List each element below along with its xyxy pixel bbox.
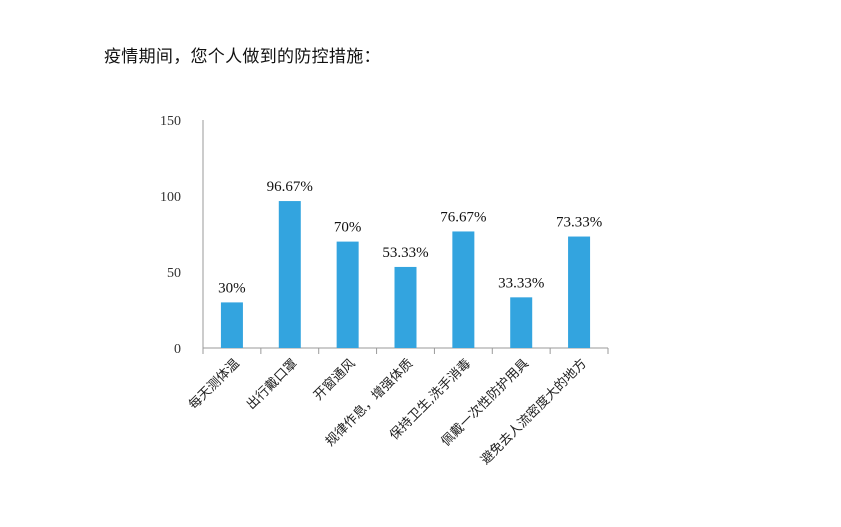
bar xyxy=(568,236,591,348)
x-axis xyxy=(202,347,609,354)
data-label: 30% xyxy=(218,280,246,296)
y-tick-label: 100 xyxy=(160,190,181,205)
y-tick-label: 150 xyxy=(160,114,181,129)
y-tick-label: 50 xyxy=(167,266,181,281)
data-label: 70% xyxy=(334,220,362,236)
data-label: 76.67% xyxy=(440,209,486,225)
bar xyxy=(452,231,475,348)
page-title: 疫情期间，您个人做到的防控措施： xyxy=(104,47,381,67)
y-axis: 0 50 100 150 xyxy=(160,114,204,357)
bar xyxy=(220,302,243,348)
category-label: 避免去人流密度大的地方 xyxy=(477,356,589,468)
bar xyxy=(278,201,301,348)
category-label: 出行戴口罩 xyxy=(244,356,301,413)
category-label: 开窗通风 xyxy=(310,356,358,404)
bar xyxy=(394,266,417,348)
bar xyxy=(510,297,533,348)
bars xyxy=(220,201,591,348)
category-labels: 每天测体温 出行戴口罩 开窗通风规律作息，增强体质保持卫生,洗手消毒佩戴一次性防护用… xyxy=(185,356,589,468)
y-tick-label: 0 xyxy=(174,342,181,357)
category-label: 每天测体温 xyxy=(185,356,242,413)
x-tick-marks xyxy=(202,348,609,354)
y-tick-labels: 0 50 100 150 xyxy=(160,114,181,357)
data-labels: 30% 96.67% 70% 53.33% 76.67% 33.33% 73.33% xyxy=(218,179,602,296)
data-label: 96.67% xyxy=(267,179,313,195)
data-label: 73.33% xyxy=(556,215,602,231)
bar xyxy=(336,241,359,348)
data-label: 33.33% xyxy=(498,275,544,291)
data-label: 53.33% xyxy=(382,245,428,261)
